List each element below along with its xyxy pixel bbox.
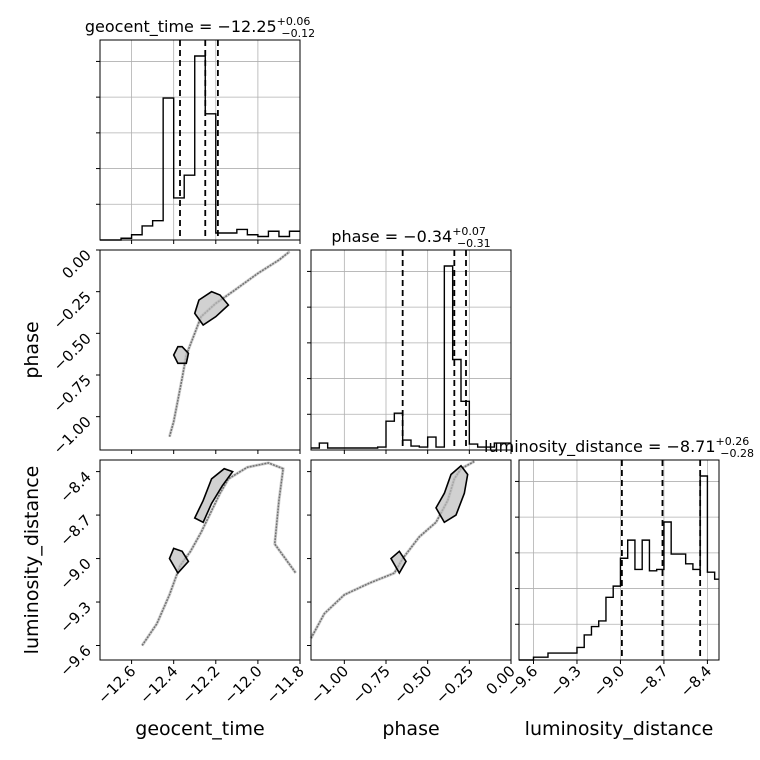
panel-title: phase = −0.34+0.07 −0.31	[331, 225, 490, 250]
histogram-step	[100, 55, 300, 241]
x-tick-label: −0.50	[390, 662, 435, 707]
x-tick-label: −12.0	[220, 662, 265, 707]
x-tick-label: −12.6	[94, 662, 139, 707]
sample-band-halo	[168, 250, 291, 438]
x-tick-label: −12.4	[136, 662, 181, 707]
panel-frame	[99, 39, 301, 241]
panel-geocent-time-vs-luminosity-distance: −12.6−12.4−12.2−12.0−11.8 −9.6 −9.3 −9.0 −8.…	[56, 459, 308, 707]
panel-geocent-time-vs-phase: −1.00−0.75−0.50−0.25 0.00	[50, 246, 301, 458]
density-contour	[172, 345, 190, 365]
panel-title: geocent_time = −12.25+0.06 −0.12	[85, 15, 315, 40]
panel-luminosity-distance-hist: −9.6 −9.3 −9.0 −8.7 −8.4luminosity_distance …	[484, 435, 754, 701]
histogram-step	[311, 265, 511, 449]
panel-phase-vs-luminosity-distance: −1.00−0.75−0.50−0.25 0.00	[307, 459, 519, 707]
density-contour	[389, 550, 407, 575]
y-tick-label: −8.7	[56, 511, 94, 549]
x-tick-label: −0.25	[432, 662, 477, 707]
density-contour	[193, 290, 230, 327]
x-tick-label: −9.0	[590, 662, 628, 700]
x-axis-label: luminosity_distance	[525, 718, 714, 740]
panel-frame	[518, 459, 720, 661]
panel-frame	[310, 459, 512, 661]
x-tick-label: −11.8	[263, 662, 308, 707]
axis-labels: geocent_time phase luminosity_distancephas…	[21, 321, 713, 740]
sample-band	[141, 462, 297, 646]
density-contour	[193, 467, 234, 524]
panel-title: luminosity_distance = −8.71+0.26 −0.28	[484, 435, 754, 460]
x-tick-label: −1.00	[307, 662, 352, 707]
y-axis-label: luminosity_distance	[21, 466, 43, 655]
panel-frame	[99, 249, 301, 451]
density-contour	[435, 464, 469, 524]
y-tick-label: −1.00	[50, 413, 95, 458]
x-axis-label: phase	[382, 718, 439, 740]
panel-frame	[310, 249, 512, 451]
density-contour	[168, 547, 190, 575]
y-axis-label: phase	[21, 321, 43, 378]
sample-band	[168, 251, 290, 437]
panel-frame	[99, 459, 301, 661]
x-tick-label: −8.7	[633, 662, 671, 700]
y-tick-label: −9.0	[56, 555, 94, 593]
panel-geocent-time-hist: geocent_time = −12.25+0.06 −0.12	[85, 15, 315, 244]
x-tick-label: −9.3	[546, 662, 584, 700]
x-tick-label: −8.4	[677, 662, 715, 700]
y-tick-label: −8.4	[56, 468, 94, 506]
x-tick-label: −12.2	[178, 662, 223, 707]
y-tick-label: −9.3	[56, 598, 94, 636]
x-tick-label: −0.75	[349, 662, 394, 707]
y-tick-label: 0.00	[58, 246, 94, 282]
histogram-step	[519, 475, 719, 661]
panel-phase-hist: phase = −0.34+0.07 −0.31	[307, 225, 512, 454]
y-tick-label: −0.75	[50, 371, 95, 416]
x-axis-label: geocent_time	[135, 718, 264, 740]
y-tick-label: −0.25	[50, 288, 95, 333]
y-tick-label: −0.50	[50, 329, 95, 374]
y-tick-label: −9.6	[56, 642, 94, 680]
